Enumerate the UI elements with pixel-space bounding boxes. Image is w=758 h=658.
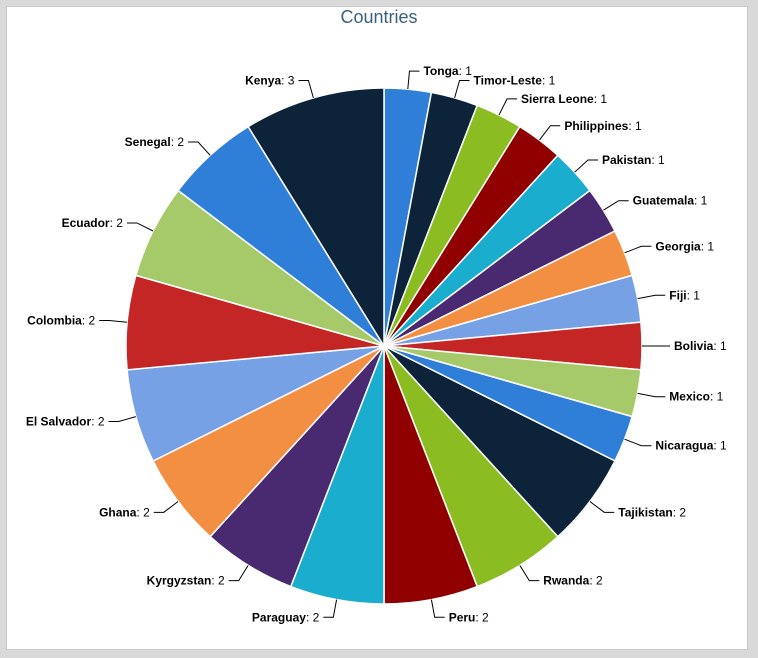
slice-label-kenya: Kenya: 3 <box>245 74 295 88</box>
connector-kenya <box>298 80 314 98</box>
slice-label-peru: Peru: 2 <box>449 610 489 624</box>
connector-peru <box>430 599 445 618</box>
connector-georgia <box>624 245 652 254</box>
slice-label-colombia: Colombia: 2 <box>27 314 95 328</box>
connector-kyrgyzstan <box>228 565 249 582</box>
slice-label-bolivia: Bolivia: 1 <box>674 339 727 353</box>
connector-colombia <box>99 320 128 323</box>
pie-slices <box>125 87 643 605</box>
connector-paraguay <box>323 599 338 618</box>
chart-title: Countries <box>340 7 418 27</box>
slice-label-nicaragua: Nicaragua: 1 <box>655 439 727 453</box>
slice-label-tajikistan: Tajikistan: 2 <box>618 505 686 519</box>
slice-label-guatemala: Guatemala: 1 <box>633 194 708 208</box>
connector-philippines <box>539 125 561 141</box>
slice-label-fiji: Fiji: 1 <box>669 288 700 302</box>
slice-label-paraguay: Paraguay: 2 <box>252 610 320 624</box>
slice-label-ghana: Ghana: 2 <box>99 505 150 519</box>
slice-label-rwanda: Rwanda: 2 <box>543 574 603 588</box>
slice-label-pakistan: Pakistan: 1 <box>602 153 665 167</box>
connector-rwanda <box>519 565 540 582</box>
connector-fiji <box>637 294 666 300</box>
connector-timor-leste <box>454 80 470 98</box>
connector-sierra-leone <box>498 98 518 116</box>
slice-label-georgia: Georgia: 1 <box>655 239 714 253</box>
slice-label-kyrgyzstan: Kyrgyzstan: 2 <box>147 574 225 588</box>
connector-ghana <box>153 501 179 513</box>
slice-label-philippines: Philippines: 1 <box>564 119 642 133</box>
connector-mexico <box>637 392 666 398</box>
slice-label-tonga: Tonga: 1 <box>423 64 472 78</box>
connector-ecuador <box>126 222 154 232</box>
connector-tajikistan <box>589 501 615 513</box>
slice-label-mexico: Mexico: 1 <box>669 390 723 404</box>
slice-label-senegal: Senegal: 2 <box>125 135 185 149</box>
connector-el-salvador <box>108 416 136 423</box>
slice-label-el-salvador: El Salvador: 2 <box>26 415 105 429</box>
slice-label-timor-leste: Timor-Leste: 1 <box>474 74 556 88</box>
slice-label-sierra-leone: Sierra Leone: 1 <box>521 92 607 106</box>
slice-label-ecuador: Ecuador: 2 <box>62 216 124 230</box>
connector-guatemala <box>603 200 629 211</box>
connector-pakistan <box>574 159 598 173</box>
connector-tonga <box>407 70 420 90</box>
label-connectors <box>99 70 670 618</box>
connector-nicaragua <box>624 438 652 447</box>
pie-slice-kenya[interactable] <box>247 87 385 349</box>
connector-senegal <box>188 141 211 156</box>
